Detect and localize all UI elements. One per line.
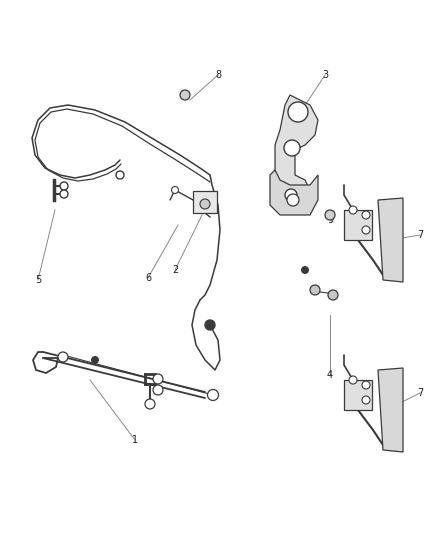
Circle shape (91, 356, 99, 364)
Circle shape (153, 374, 163, 384)
Bar (344, 210, 372, 240)
Text: 9: 9 (327, 215, 333, 225)
Circle shape (180, 90, 190, 100)
Circle shape (349, 376, 357, 384)
Circle shape (60, 182, 68, 190)
Circle shape (116, 171, 124, 179)
Circle shape (301, 266, 309, 274)
Circle shape (362, 211, 370, 219)
Circle shape (362, 226, 370, 234)
Circle shape (58, 352, 68, 362)
Polygon shape (378, 198, 403, 282)
Circle shape (328, 290, 338, 300)
Text: 10: 10 (349, 210, 361, 220)
Bar (344, 380, 372, 410)
Circle shape (349, 206, 357, 214)
Circle shape (288, 102, 308, 122)
Text: 4: 4 (327, 370, 333, 380)
Circle shape (285, 189, 297, 201)
Circle shape (362, 381, 370, 389)
Text: 6: 6 (145, 273, 151, 283)
Circle shape (287, 194, 299, 206)
Circle shape (153, 385, 163, 395)
Text: 3: 3 (322, 70, 328, 80)
Text: 1: 1 (132, 435, 138, 445)
Polygon shape (270, 170, 318, 215)
Polygon shape (275, 95, 318, 210)
Text: 8: 8 (215, 70, 221, 80)
Circle shape (310, 285, 320, 295)
Circle shape (325, 210, 335, 220)
Circle shape (208, 390, 219, 400)
Bar (193, 191, 217, 213)
Circle shape (362, 396, 370, 404)
Circle shape (200, 199, 210, 209)
Text: 7: 7 (417, 230, 423, 240)
Circle shape (205, 320, 215, 330)
Text: 10: 10 (344, 383, 356, 393)
Text: 5: 5 (35, 275, 41, 285)
Text: 2: 2 (172, 265, 178, 275)
Circle shape (145, 399, 155, 409)
Circle shape (284, 140, 300, 156)
Circle shape (172, 187, 179, 193)
Text: 7: 7 (417, 388, 423, 398)
Circle shape (60, 190, 68, 198)
Polygon shape (378, 368, 403, 452)
